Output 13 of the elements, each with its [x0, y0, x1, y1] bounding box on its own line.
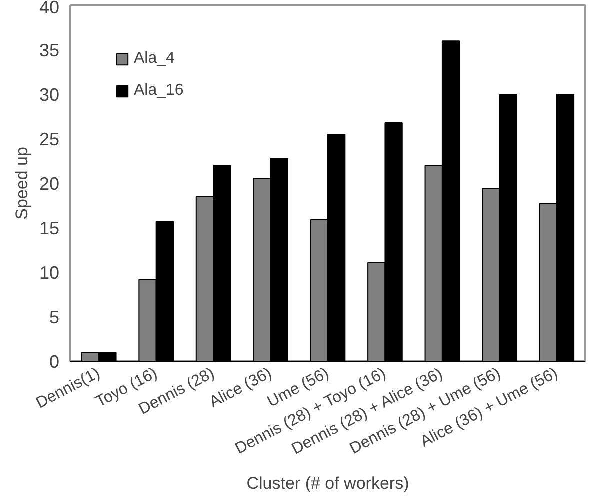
y-tick-label: 5	[49, 308, 60, 328]
y-tick-label: 25	[39, 130, 60, 150]
legend-label: Ala_4	[134, 50, 175, 68]
y-axis-title: Speed up	[12, 147, 32, 220]
y-tick-label: 0	[49, 352, 60, 372]
y-tick-label: 15	[39, 218, 60, 238]
y-tick-label: 20	[39, 174, 60, 194]
legend-label: Ala_16	[134, 82, 184, 100]
y-tick-label: 30	[39, 85, 60, 105]
y-tick-label: 10	[39, 263, 60, 283]
x-axis-title: Cluster (# of workers)	[246, 474, 410, 493]
y-tick-label: 35	[39, 40, 60, 60]
y-tick-label: 40	[39, 0, 60, 18]
